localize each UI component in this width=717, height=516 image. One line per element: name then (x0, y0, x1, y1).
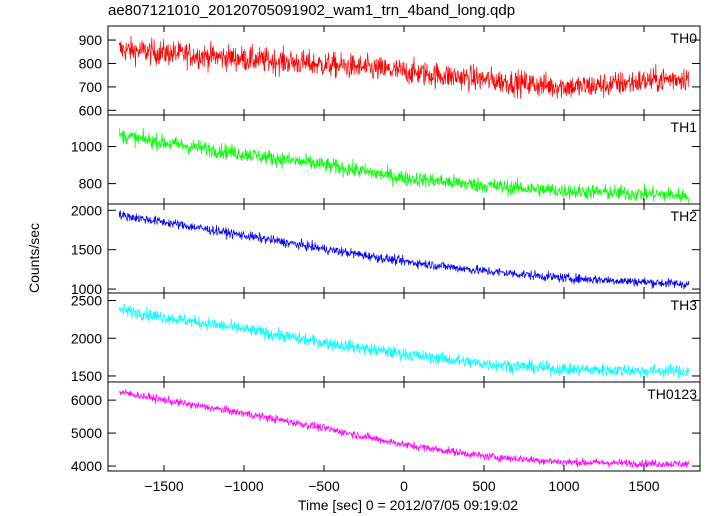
x-tick-label: 1000 (548, 478, 579, 494)
y-tick-label: 600 (79, 102, 103, 118)
y-tick-label: 1500 (71, 242, 102, 258)
y-tick-label: 4000 (71, 458, 102, 474)
y-tick-label: 1000 (71, 281, 102, 297)
series-line-th0123 (118, 389, 690, 469)
y-tick-label: 800 (79, 55, 103, 71)
panel-label-th3: TH3 (671, 297, 698, 313)
y-tick-label: 5000 (71, 425, 102, 441)
y-tick-label: 800 (79, 176, 103, 192)
y-tick-label: 2500 (71, 293, 102, 309)
panel-label-th0: TH0 (671, 30, 698, 46)
panel-frame-th0 (107, 25, 701, 116)
page-title: ae807121010_20120705091902_wam1_trn_4ban… (108, 2, 516, 19)
y-tick-label: 6000 (71, 392, 102, 408)
panel-label-th0123: TH0123 (647, 386, 697, 402)
x-tick-label: −1000 (224, 478, 264, 494)
x-tick-label: 0 (400, 478, 408, 494)
panel-frame-th0123 (107, 381, 701, 472)
y-tick-label: 2000 (71, 202, 102, 218)
panel-label-th2: TH2 (671, 208, 698, 224)
panel-frame-th3 (107, 292, 701, 383)
panel-label-th1: TH1 (671, 119, 698, 135)
y-tick-label: 700 (79, 79, 103, 95)
x-tick-label: 500 (472, 478, 496, 494)
x-tick-label: 1500 (628, 478, 659, 494)
series-line-th3 (118, 303, 690, 379)
y-tick-label: 1000 (71, 139, 102, 155)
x-tick-label: −500 (308, 478, 340, 494)
x-axis-label: Time [sec] 0 = 2012/07/05 09:19:02 (297, 497, 519, 513)
y-tick-label: 1500 (71, 368, 102, 384)
x-tick-label: −1500 (144, 478, 184, 494)
y-tick-label: 2000 (71, 330, 102, 346)
y-tick-label: 900 (79, 32, 103, 48)
series-line-th2 (118, 210, 690, 290)
series-line-th0 (118, 35, 690, 99)
series-line-th1 (118, 127, 690, 205)
